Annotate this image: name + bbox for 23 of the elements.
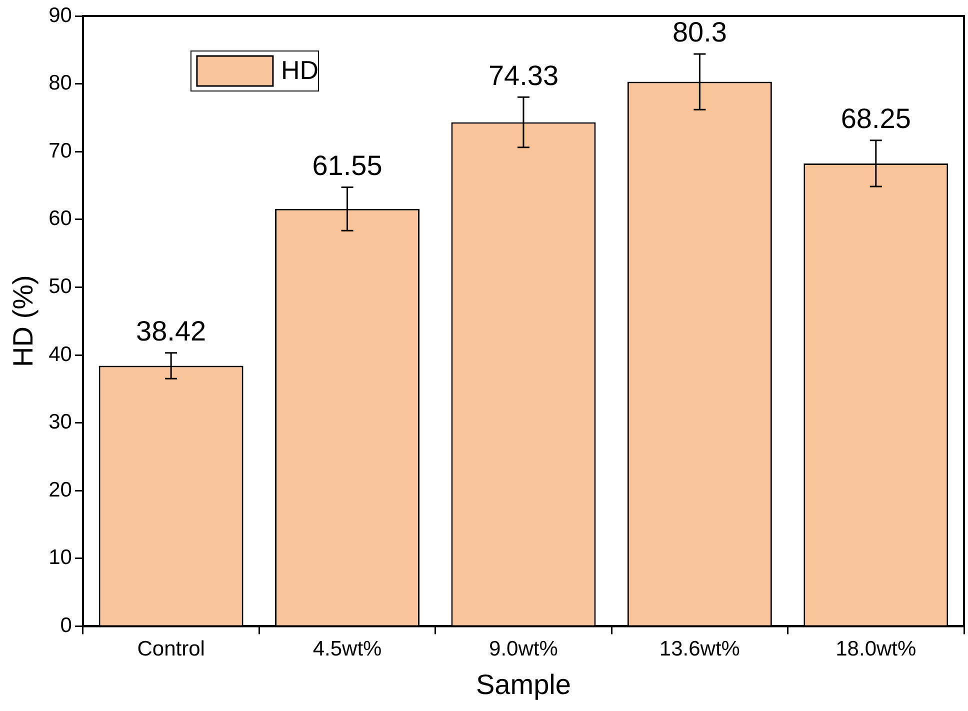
y-axis-title: HD (%) [8, 275, 39, 367]
data-label: 61.55 [312, 150, 382, 181]
y-tick-label: 20 [48, 478, 72, 502]
data-label: 80.3 [672, 16, 727, 48]
y-tick-label: 40 [48, 342, 72, 366]
data-label: 68.25 [840, 103, 911, 134]
y-tick-label: 80 [48, 72, 72, 95]
x-tick-label: 4.5wt% [312, 638, 382, 661]
data-label: 38.42 [136, 316, 206, 347]
data-label: 74.33 [488, 60, 559, 91]
y-tick-label: 10 [48, 546, 72, 570]
legend-label: HD [280, 55, 319, 86]
y-tick-label: 0 [60, 614, 72, 637]
y-tick-label: 90 [48, 4, 72, 27]
x-tick-label: 13.6wt% [659, 638, 740, 661]
x-tick-label: 9.0wt% [489, 638, 558, 661]
x-tick-label: Control [137, 638, 205, 661]
y-tick-label: 30 [48, 410, 72, 434]
x-axis-title: Sample [476, 668, 571, 700]
y-tick-label: 60 [48, 207, 72, 230]
y-tick-label: 70 [48, 139, 72, 162]
y-tick-label: 50 [48, 274, 72, 298]
x-tick-label: 18.0wt% [836, 638, 916, 661]
